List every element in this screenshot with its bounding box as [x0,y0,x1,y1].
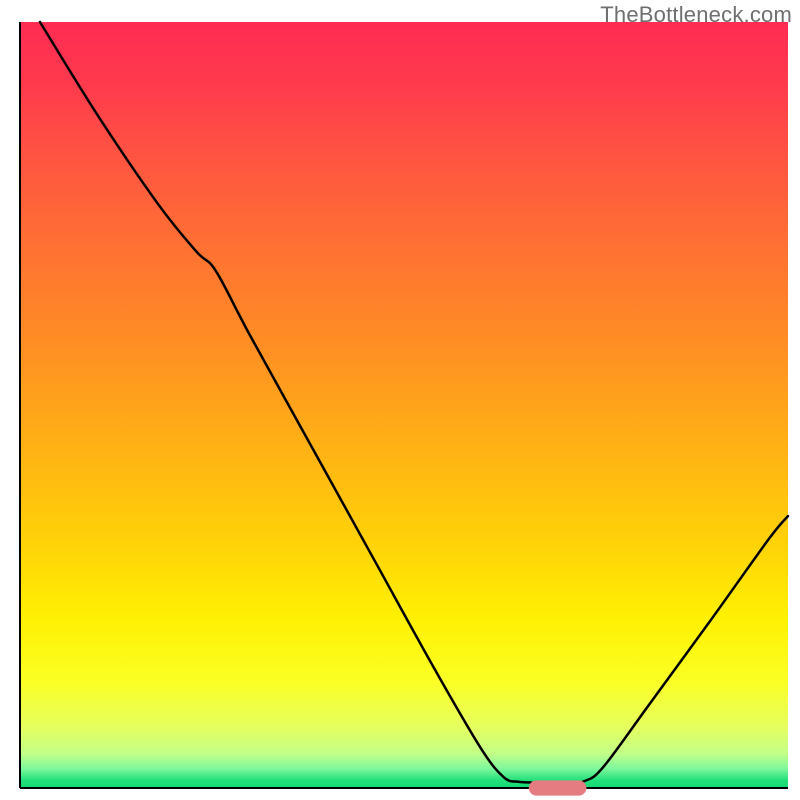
watermark-text: TheBottleneck.com [600,2,792,28]
optimum-marker [529,780,587,795]
bottleneck-chart [0,0,800,800]
chart-container: TheBottleneck.com [0,0,800,800]
